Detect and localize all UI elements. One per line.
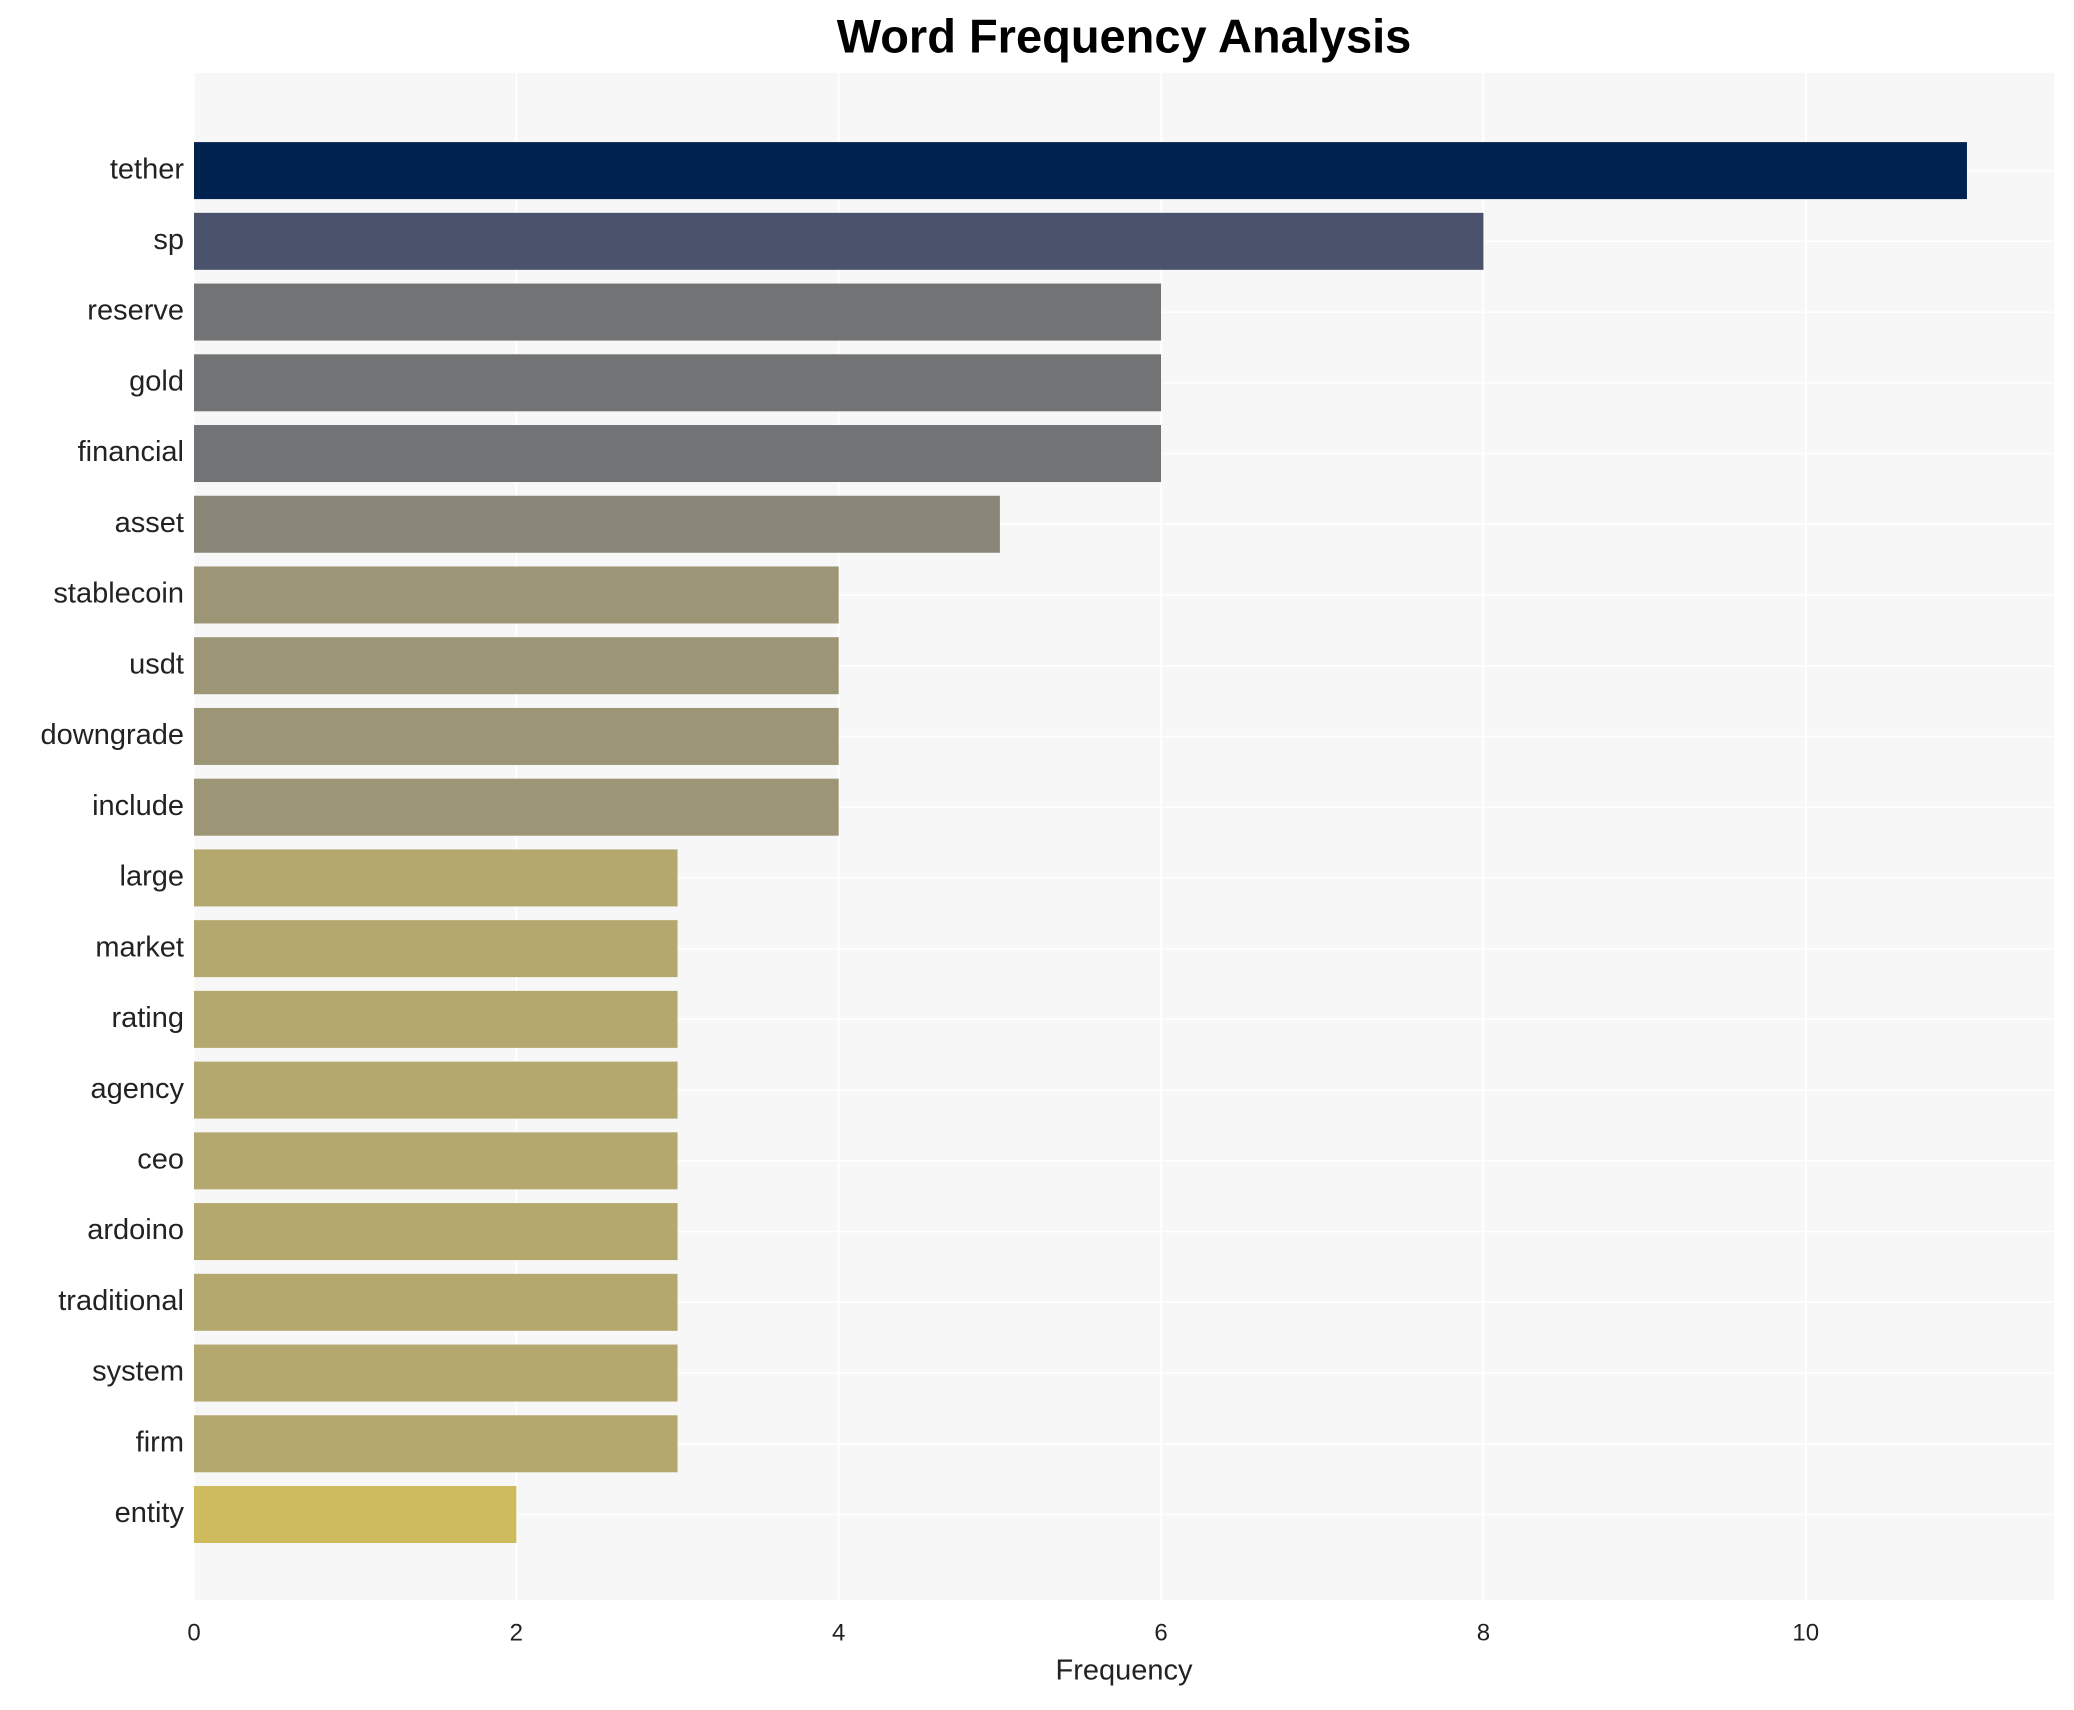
- bar: [194, 142, 1967, 200]
- chart-title: Word Frequency Analysis: [837, 9, 1412, 62]
- bar: [194, 1132, 678, 1190]
- bar: [194, 990, 678, 1048]
- bar: [194, 566, 839, 624]
- y-tick-label: asset: [115, 507, 184, 539]
- y-tick-label: system: [92, 1356, 184, 1388]
- bar: [194, 212, 1484, 270]
- y-tick-label: include: [92, 790, 184, 822]
- y-tick-label: stablecoin: [53, 578, 184, 610]
- x-tick-label: 8: [1477, 1619, 1490, 1646]
- y-tick-label: sp: [153, 224, 184, 256]
- bar: [194, 283, 1162, 341]
- y-tick-label: rating: [111, 1002, 184, 1034]
- x-tick-label: 6: [1154, 1619, 1167, 1646]
- bar: [194, 920, 678, 978]
- y-tick-label: market: [95, 931, 184, 963]
- bar: [194, 637, 839, 695]
- y-tick-label: large: [120, 861, 185, 893]
- y-tick-label: firm: [136, 1426, 184, 1458]
- y-tick-label: financial: [78, 436, 184, 468]
- y-tick-label: ardoino: [87, 1214, 184, 1246]
- bar: [194, 707, 839, 765]
- bar: [194, 1273, 678, 1331]
- bar: [194, 849, 678, 907]
- x-tick-label: 2: [510, 1619, 523, 1646]
- bar: [194, 1061, 678, 1119]
- bar: [194, 495, 1000, 553]
- y-tick-label: agency: [90, 1073, 184, 1105]
- y-tick-label: tether: [110, 153, 184, 185]
- y-tick-label: reserve: [87, 295, 184, 327]
- y-tick-label: usdt: [129, 648, 184, 680]
- y-tick-label: gold: [129, 365, 184, 397]
- bar: [194, 1486, 517, 1543]
- y-tick-label: entity: [115, 1497, 185, 1529]
- y-tick-label: ceo: [137, 1143, 184, 1175]
- bar: [194, 425, 1162, 483]
- bar: [194, 354, 1162, 412]
- bar: [194, 1203, 678, 1261]
- y-tick-label: downgrade: [41, 719, 185, 751]
- bar: [194, 778, 839, 836]
- y-tick-label: traditional: [58, 1285, 184, 1317]
- x-tick-label: 10: [1792, 1619, 1819, 1646]
- bar: [194, 1415, 678, 1473]
- bar: [194, 1344, 678, 1402]
- x-tick-label: 0: [187, 1619, 200, 1646]
- x-tick-label: 4: [832, 1619, 845, 1646]
- x-axis-label: Frequency: [1055, 1655, 1193, 1687]
